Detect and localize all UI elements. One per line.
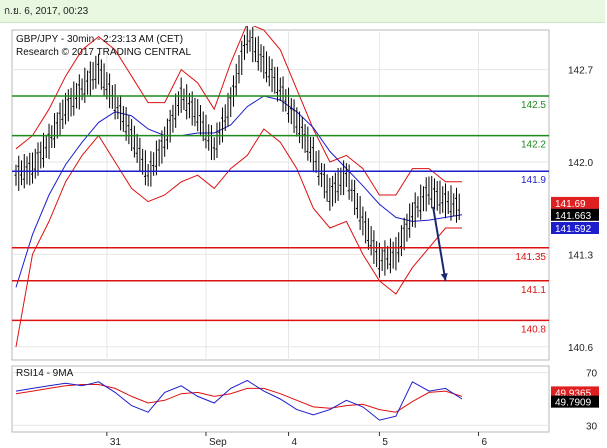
moving-average-line <box>15 95 463 288</box>
price-y-axis: 140.6 141.3 142.0 142.7 <box>568 66 593 354</box>
moving-average <box>15 95 463 288</box>
price-tag-label: 141.69 <box>555 199 586 210</box>
price-tick-label: 142.0 <box>568 158 593 169</box>
x-tick-label: 5 <box>382 437 388 448</box>
x-tick-label: 4 <box>292 437 298 448</box>
chart-title: GBP/JPY - 30min - 2:23:13 AM (CET) <box>16 34 183 45</box>
timestamp-label: ก.ย. 6, 2017, 00:23 <box>4 6 89 17</box>
rsi-tag-label: 49.7909 <box>555 398 592 409</box>
price-tick-label: 140.6 <box>568 343 593 354</box>
status-bar: ก.ย. 6, 2017, 00:23 <box>0 0 605 23</box>
support-resistance-lines: 142.5 142.2 141.9 141.35 141.1 140.8 <box>12 95 549 335</box>
level-label: 141.35 <box>515 252 546 263</box>
bollinger-lower-line <box>15 128 462 347</box>
price-tick-label: 142.7 <box>568 66 593 77</box>
price-tag-label: 141.592 <box>555 224 592 235</box>
rsi-tick-label: 70 <box>586 369 598 380</box>
level-label: 142.2 <box>521 140 546 151</box>
rsi-lines <box>15 379 463 421</box>
bollinger-upper-line <box>15 26 462 196</box>
x-axis: 31 Sep 4 5 6 <box>106 432 488 448</box>
level-label: 141.1 <box>521 285 546 296</box>
level-label: 141.9 <box>521 175 546 186</box>
level-label: 142.5 <box>521 100 546 111</box>
rsi-tick-label: 30 <box>586 421 598 432</box>
chart-subtitle: Research © 2017 TRADING CENTRAL <box>16 47 191 58</box>
rsi-grid: 30 70 <box>12 369 598 432</box>
rsi-tag <box>551 386 599 399</box>
rsi-ma-line <box>15 384 463 413</box>
rsi-tag <box>551 395 599 408</box>
forecast-arrow-head <box>440 273 448 281</box>
price-grid <box>12 30 549 360</box>
gbpjpy-chart: 140.6 141.3 142.0 142.7 142.5 142.2 141.9 141.… <box>11 26 599 448</box>
forecast-arrow-shaft <box>432 206 447 281</box>
x-tick-label: 31 <box>110 437 122 448</box>
bollinger-bands <box>15 26 462 347</box>
level-label: 140.8 <box>521 324 546 335</box>
price-tick-label: 141.3 <box>568 250 593 261</box>
price-tag <box>551 196 599 209</box>
price-tag-label: 141.663 <box>555 211 592 222</box>
price-tag <box>551 222 599 234</box>
x-tick-label: Sep <box>209 437 227 448</box>
price-tag <box>551 208 599 221</box>
rsi-line <box>15 379 463 421</box>
forecast-arrow <box>432 206 448 281</box>
rsi-tag-label: 49.9365 <box>555 388 592 399</box>
price-bars <box>14 26 460 278</box>
x-tick-label: 6 <box>482 437 488 448</box>
rsi-title: RSI14 - 9MA <box>16 368 74 379</box>
